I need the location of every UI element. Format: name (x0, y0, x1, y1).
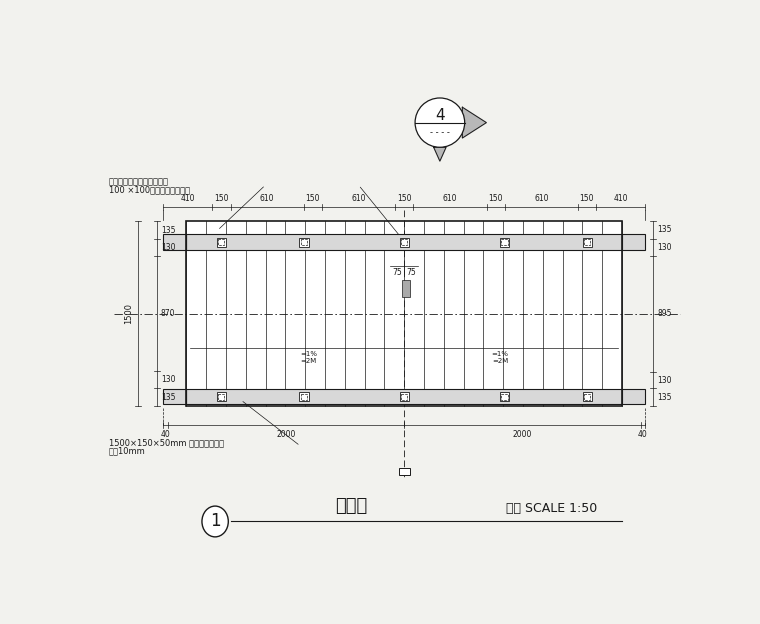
Text: 410: 410 (613, 195, 628, 203)
Bar (399, 467, 410, 474)
Bar (301, 394, 307, 400)
Text: 40: 40 (638, 430, 648, 439)
Bar (584, 239, 591, 245)
Ellipse shape (202, 506, 228, 537)
Text: 895: 895 (657, 309, 672, 318)
Bar (582, 238, 592, 247)
Bar (400, 392, 409, 401)
Text: 比例 SCALE 1:50: 比例 SCALE 1:50 (505, 502, 597, 515)
Text: 150: 150 (580, 195, 594, 203)
Bar (163, 389, 186, 404)
Bar (622, 389, 645, 404)
Text: 130: 130 (657, 243, 672, 251)
Circle shape (415, 98, 464, 147)
Text: 130: 130 (161, 375, 176, 384)
Text: 870: 870 (161, 309, 176, 318)
Text: =1%
=2M: =1% =2M (492, 351, 508, 364)
Bar (218, 239, 224, 245)
Text: 1: 1 (210, 512, 220, 530)
Bar (502, 239, 508, 245)
Bar (582, 392, 592, 401)
Bar (186, 221, 622, 406)
Text: 75: 75 (392, 268, 402, 277)
Bar (186, 389, 622, 404)
Text: 610: 610 (351, 195, 366, 203)
Text: 150: 150 (306, 195, 320, 203)
Text: 150: 150 (214, 195, 229, 203)
Text: 40: 40 (160, 430, 170, 439)
Bar (401, 239, 407, 245)
Text: 135: 135 (161, 226, 176, 235)
Bar (401, 394, 407, 400)
Bar (299, 392, 309, 401)
Bar (218, 394, 224, 400)
Text: 610: 610 (442, 195, 458, 203)
Bar (500, 238, 509, 247)
Bar (186, 221, 622, 406)
Text: 130: 130 (161, 243, 176, 252)
Text: 150: 150 (489, 195, 503, 203)
Text: 130: 130 (657, 376, 672, 384)
Bar (584, 394, 591, 400)
Text: 1500: 1500 (124, 303, 133, 324)
Text: 2000: 2000 (277, 430, 296, 439)
Bar (217, 238, 226, 247)
Text: 平面图: 平面图 (335, 497, 368, 515)
Text: 135: 135 (161, 392, 176, 402)
Text: 410: 410 (181, 195, 195, 203)
Bar (299, 238, 309, 247)
Text: 铁架固定件外侧黑色氟碳漆: 铁架固定件外侧黑色氟碳漆 (109, 177, 169, 187)
Text: 2000: 2000 (513, 430, 532, 439)
Text: 150: 150 (397, 195, 411, 203)
Text: 135: 135 (657, 392, 672, 402)
Text: 100 ×100椿子松际南木立柱: 100 ×100椿子松际南木立柱 (109, 186, 190, 195)
Text: 610: 610 (260, 195, 274, 203)
Bar (402, 280, 410, 296)
Bar (622, 234, 645, 250)
Text: 4: 4 (435, 108, 445, 123)
Bar (400, 238, 409, 247)
Bar (217, 392, 226, 401)
Bar (186, 234, 622, 250)
Bar (163, 234, 186, 250)
Polygon shape (462, 107, 486, 138)
Text: - - - -: - - - - (430, 128, 450, 137)
Text: 75: 75 (407, 268, 416, 277)
Text: 610: 610 (534, 195, 549, 203)
Polygon shape (434, 147, 446, 161)
Text: =1%
=2M: =1% =2M (300, 351, 317, 364)
Bar (301, 239, 307, 245)
Bar (500, 392, 509, 401)
Text: 135: 135 (657, 225, 672, 235)
Text: 1500×150×50mm 椿子松防露水板: 1500×150×50mm 椿子松防露水板 (109, 438, 224, 447)
Bar (502, 394, 508, 400)
Text: 留缝10mm: 留缝10mm (109, 447, 146, 456)
